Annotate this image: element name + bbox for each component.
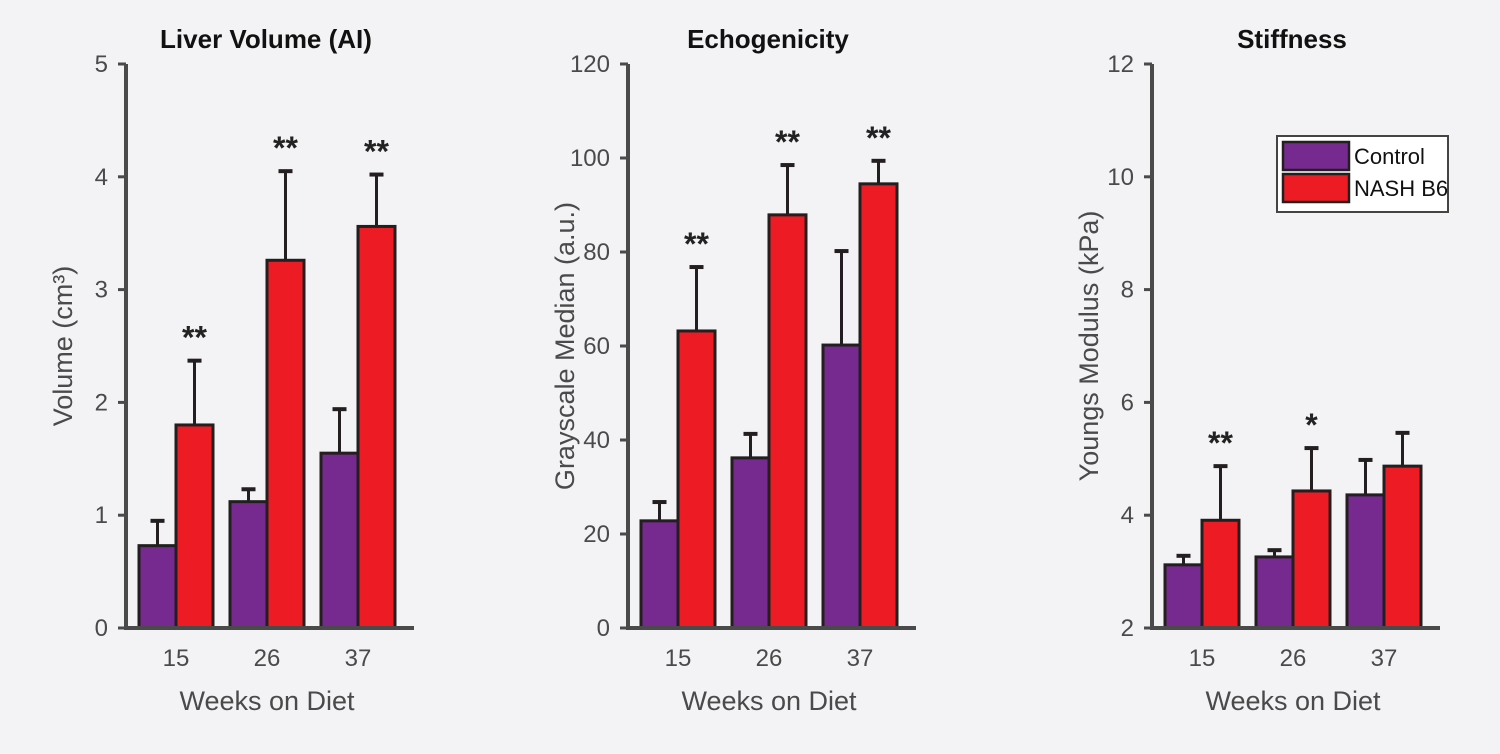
y-axis-label: Grayscale Median (a.u.) <box>550 202 580 490</box>
bar-control-26 <box>228 500 269 630</box>
significance-marker: * <box>1305 407 1318 443</box>
y-tick-label: 5 <box>95 51 108 78</box>
x-tick-label: 15 <box>665 645 692 672</box>
y-tick-label: 0 <box>597 615 610 642</box>
chart-title: Liver Volume (AI) <box>160 24 372 54</box>
significance-marker: ** <box>866 120 891 156</box>
x-tick-label: 37 <box>345 645 372 672</box>
y-tick-label: 3 <box>95 277 108 304</box>
bar-control-26 <box>1254 555 1295 630</box>
y-tick-label: 2 <box>95 389 108 416</box>
y-tick-label: 2 <box>1121 615 1134 642</box>
legend: Control NASH B6 <box>1276 135 1449 213</box>
bar-control-15 <box>639 519 680 630</box>
y-tick-label: 100 <box>570 145 610 172</box>
bar-nash-15 <box>676 329 717 630</box>
bar-control-37 <box>319 451 360 630</box>
bar-nash-15 <box>174 423 215 630</box>
x-tick-label: 37 <box>1371 645 1398 672</box>
y-tick-label: 60 <box>583 333 610 360</box>
x-tick-label: 15 <box>1189 645 1216 672</box>
chart-panel-3: Stiffness Youngs Modulus (kPa) ** 15 * 26 37 2 4… <box>1074 24 1449 716</box>
x-axis-label: Weeks on Diet <box>1205 686 1381 716</box>
bar-control-37 <box>821 343 862 630</box>
bar-nash-26 <box>1291 489 1332 630</box>
significance-marker: ** <box>364 134 389 170</box>
y-axis-label: Youngs Modulus (kPa) <box>1074 211 1104 482</box>
significance-marker: ** <box>1208 425 1233 461</box>
x-tick-label: 37 <box>847 645 874 672</box>
x-tick-label: 26 <box>254 645 281 672</box>
bar-nash-37 <box>858 182 899 630</box>
x-axis-label: Weeks on Diet <box>681 686 857 716</box>
significance-marker: ** <box>273 130 298 166</box>
bar-nash-26 <box>767 213 808 630</box>
significance-marker: ** <box>775 124 800 160</box>
y-tick-label: 40 <box>583 427 610 454</box>
bar-control-15 <box>137 544 178 630</box>
significance-marker: ** <box>182 320 207 356</box>
chart-panel-1: Liver Volume (AI)Volume (cm³) **15**26**3… <box>48 24 414 716</box>
y-tick-label: 20 <box>583 521 610 548</box>
legend-swatch-control <box>1281 140 1351 172</box>
y-tick-label: 0 <box>95 615 108 642</box>
x-axis-label: Weeks on Diet <box>179 686 355 716</box>
y-tick-label: 10 <box>1107 164 1134 191</box>
y-tick-label: 4 <box>95 164 108 191</box>
y-tick-label: 12 <box>1107 51 1134 78</box>
bar-nash-15 <box>1200 518 1241 630</box>
significance-marker: ** <box>684 226 709 262</box>
x-tick-label: 26 <box>1280 645 1307 672</box>
bar-nash-37 <box>1382 464 1423 630</box>
y-tick-label: 8 <box>1121 277 1134 304</box>
bar-nash-26 <box>265 258 306 630</box>
y-tick-label: 1 <box>95 502 108 529</box>
legend-label: Control <box>1354 144 1425 169</box>
chart-panel-2: Echogenicity Grayscale Median (a.u.) ** 15 *… <box>550 24 916 716</box>
y-tick-label: 6 <box>1121 389 1134 416</box>
y-tick-label: 4 <box>1121 502 1134 529</box>
y-tick-label: 80 <box>583 239 610 266</box>
legend-swatch-nash <box>1281 172 1351 204</box>
bar-control-15 <box>1163 563 1204 630</box>
legend-label: NASH B6 <box>1354 176 1448 201</box>
chart-title: Stiffness <box>1237 24 1347 54</box>
x-tick-label: 15 <box>163 645 190 672</box>
y-tick-label: 120 <box>570 51 610 78</box>
chart-title: Echogenicity <box>687 24 849 54</box>
bar-control-26 <box>730 456 771 630</box>
y-axis-label: Volume (cm³) <box>48 266 78 427</box>
bar-nash-37 <box>356 224 397 630</box>
x-tick-label: 26 <box>756 645 783 672</box>
bar-control-37 <box>1345 493 1386 630</box>
